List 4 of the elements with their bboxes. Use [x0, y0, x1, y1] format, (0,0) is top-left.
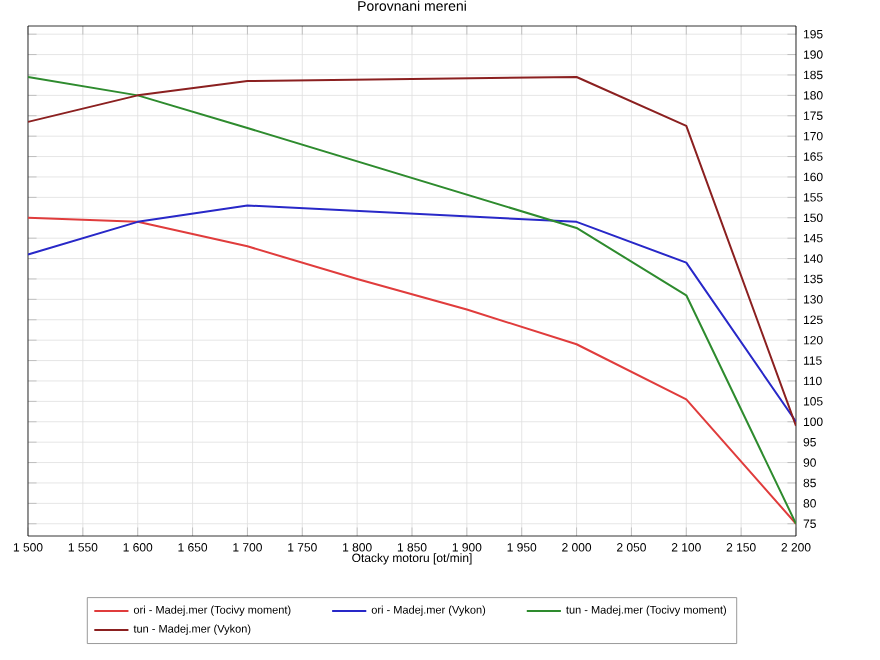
line-series — [27, 76, 796, 427]
line-series — [27, 204, 796, 423]
line-series — [27, 216, 796, 525]
line-series — [27, 76, 796, 525]
